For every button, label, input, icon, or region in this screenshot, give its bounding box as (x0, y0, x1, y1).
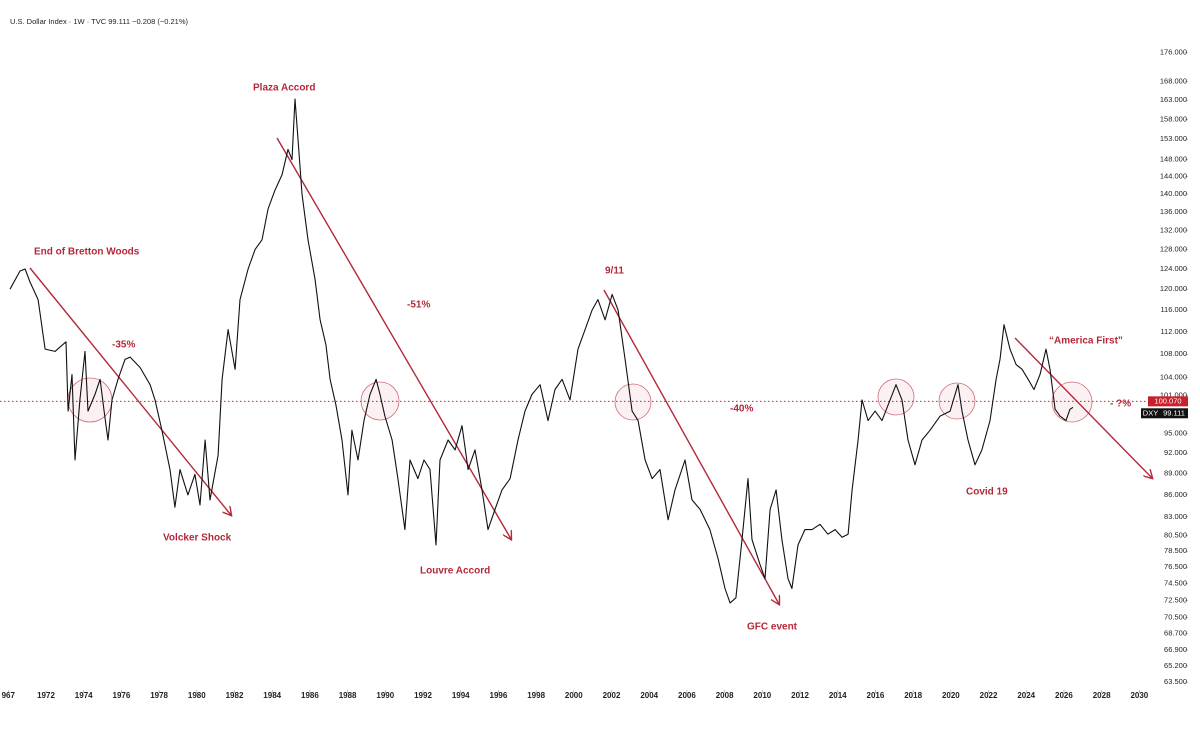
x-tick-label: 1988 (339, 691, 357, 700)
y-tick-label: 120.000 (1160, 284, 1187, 293)
y-tick-label: 66.900 (1164, 645, 1187, 654)
y-tick-label: 101.000 (1160, 391, 1187, 400)
y-tick-label: 89.000 (1164, 469, 1187, 478)
y-tick-label: 92.000 (1164, 448, 1187, 457)
y-tick-label: 76.500 (1164, 562, 1187, 571)
x-tick-label: 1994 (452, 691, 470, 700)
x-tick-label: 1990 (376, 691, 394, 700)
x-tick-label: 967 (2, 691, 16, 700)
annotation: -40% (730, 404, 753, 415)
y-tick-label: 83.000 (1164, 512, 1187, 521)
x-tick-label: 2012 (791, 691, 809, 700)
x-tick-label: 2024 (1017, 691, 1035, 700)
x-tick-label: 1982 (226, 691, 244, 700)
x-tick-label: 1998 (527, 691, 545, 700)
y-tick-label: 104.000 (1160, 373, 1187, 382)
annotation: GFC event (747, 622, 798, 633)
y-tick-label: 163.000 (1160, 95, 1187, 104)
y-tick-label: 176.000 (1160, 48, 1187, 57)
chart-title: U.S. Dollar Index · 1W · TVC 99.111 −0.2… (10, 17, 189, 26)
y-tick-label: 70.500 (1164, 613, 1187, 622)
x-tick-label: 2004 (640, 691, 658, 700)
x-tick-label: 2008 (716, 691, 734, 700)
x-tick-label: 2020 (942, 691, 960, 700)
x-tick-label: 2002 (603, 691, 621, 700)
y-tick-label: 72.500 (1164, 595, 1187, 604)
x-tick-label: 2028 (1093, 691, 1111, 700)
y-tick-label: 86.000 (1164, 490, 1187, 499)
annotations: End of Bretton Woods -35% Volcker Shock … (34, 83, 1131, 633)
y-tick-label: 158.000 (1160, 114, 1187, 123)
annotation: Plaza Accord (253, 83, 315, 94)
annotation: Covid 19 (966, 487, 1008, 498)
x-tick-label: 2016 (867, 691, 885, 700)
y-tick-label: 148.000 (1160, 155, 1187, 164)
x-tick-label: 2022 (980, 691, 998, 700)
y-tick-label: 63.500 (1164, 677, 1187, 686)
trend-arrow (276, 137, 511, 539)
x-tick-label: 2010 (753, 691, 771, 700)
y-tick-label: 124.000 (1160, 264, 1187, 273)
y-tick-label: 112.000 (1160, 327, 1187, 336)
axes: 176.000 168.000 163.000 158.000 153.000 148.0… (2, 48, 1188, 700)
annotation: End of Bretton Woods (34, 247, 140, 258)
plot (0, 98, 1185, 604)
y-tick-label: 74.500 (1164, 579, 1187, 588)
highlight-circle (877, 378, 915, 416)
y-tick-label: 144.000 (1160, 172, 1187, 181)
y-tick-label: 153.000 (1160, 134, 1187, 143)
y-tick-label: 128.000 (1160, 244, 1187, 253)
arrows (29, 137, 1152, 604)
annotation: -51% (407, 300, 430, 311)
x-tick-label: 2000 (565, 691, 583, 700)
price-tags: 100.070 DXY 99.111 (1141, 396, 1188, 419)
symbol-tag-label: DXY (1143, 408, 1158, 417)
x-tick-label: 1978 (150, 691, 168, 700)
x-tick-label: 1974 (75, 691, 93, 700)
y-tick-label: 132.000 (1160, 225, 1187, 234)
trend-arrow (603, 289, 779, 604)
y-tick-label: 78.500 (1164, 546, 1187, 555)
highlight-circle (614, 383, 652, 421)
x-tick-label: 1972 (37, 691, 55, 700)
y-tick-label: 140.000 (1160, 189, 1187, 198)
highlight-circle (1051, 381, 1093, 423)
y-tick-label: 168.000 (1160, 76, 1187, 85)
annotation: Louvre Accord (420, 566, 490, 577)
price-tag-label: 100.070 (1154, 396, 1181, 405)
x-tick-label: 2030 (1130, 691, 1148, 700)
x-tick-label: 1992 (414, 691, 432, 700)
x-tick-label: 1976 (113, 691, 131, 700)
x-tick-label: 2018 (904, 691, 922, 700)
y-tick-label: 136.000 (1160, 207, 1187, 216)
trend-arrow (1014, 337, 1152, 478)
last-value-tag (1160, 408, 1188, 419)
x-tick-label: 1996 (490, 691, 508, 700)
symbol-tag (1141, 408, 1160, 419)
annotation: 9/11 (605, 266, 624, 277)
last-value-label: 99.111 (1163, 408, 1185, 417)
y-tick-label: 68.700 (1164, 629, 1187, 638)
trend-arrow (29, 267, 231, 515)
x-tick-label: 1984 (263, 691, 281, 700)
x-tick-label: 2014 (829, 691, 847, 700)
x-tick-label: 2026 (1055, 691, 1073, 700)
y-tick-label: 80.500 (1164, 531, 1187, 540)
annotation: Volcker Shock (163, 533, 232, 544)
y-tick-label: 95.000 (1164, 428, 1187, 437)
y-tick-label: 65.200 (1164, 661, 1187, 670)
y-tick-label: 108.000 (1160, 349, 1187, 358)
x-tick-label: 1980 (188, 691, 206, 700)
annotation: - ?% (1110, 399, 1131, 410)
x-tick-label: 1986 (301, 691, 319, 700)
highlight-circle (67, 377, 113, 423)
annotation: -35% (112, 340, 135, 351)
annotation: “America First” (1049, 336, 1123, 347)
y-tick-label: 116.000 (1160, 305, 1187, 314)
price-tag (1148, 396, 1188, 407)
price-line-series (9, 98, 1074, 604)
x-tick-label: 2006 (678, 691, 696, 700)
